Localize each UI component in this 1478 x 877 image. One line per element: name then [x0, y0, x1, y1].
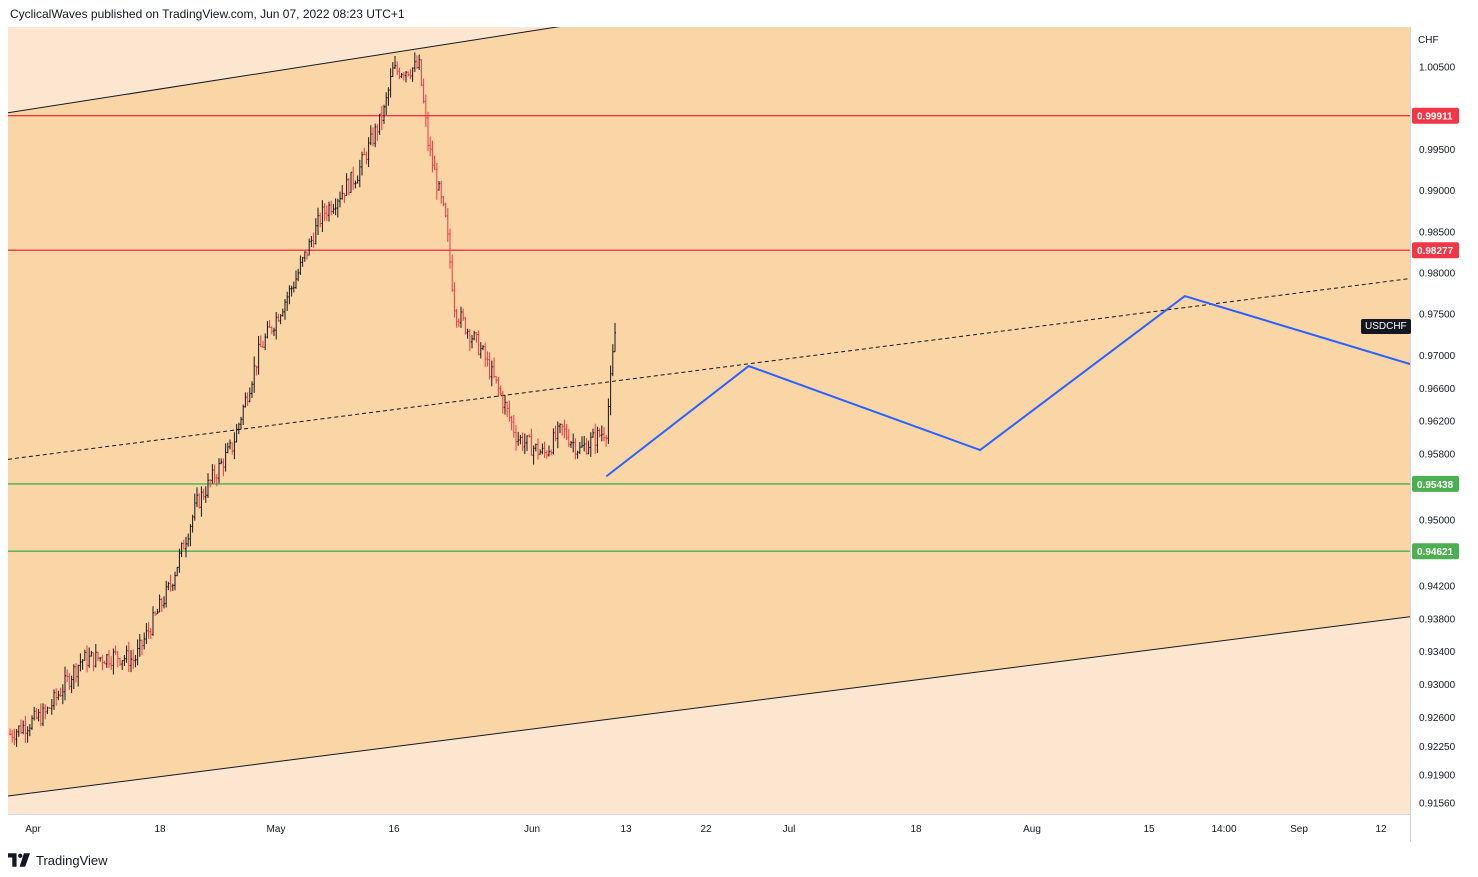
chart-plot-area[interactable] — [8, 27, 1410, 814]
x-tick-label: Apr — [25, 824, 41, 835]
y-tick-label: 0.93000 — [1419, 680, 1456, 691]
level-price-badge — [1412, 475, 1459, 492]
level-price-badge — [1412, 543, 1459, 560]
symbol-label: USDCHF — [1361, 319, 1411, 334]
y-tick-label: 0.98500 — [1419, 227, 1456, 238]
y-tick-label: 0.93400 — [1419, 647, 1456, 658]
footer-brand[interactable]: TradingView — [8, 850, 108, 870]
y-tick-label: 0.98000 — [1419, 269, 1456, 280]
x-tick-label: 12 — [1375, 824, 1387, 835]
channel-fill — [8, 27, 1410, 797]
y-tick-label: 0.96200 — [1419, 417, 1456, 428]
x-tick-label: Aug — [1023, 824, 1041, 835]
level-price-badge — [1412, 242, 1459, 259]
y-tick-label: 0.99000 — [1419, 186, 1456, 197]
x-tick-label: 13 — [620, 824, 632, 835]
y-tick-label: 0.95800 — [1419, 450, 1456, 461]
y-tick-label: 0.96600 — [1419, 384, 1456, 395]
price-axis[interactable]: CHF 1.00500 0.99500 0.99000 0.98500 0.98000 0.… — [1410, 27, 1470, 814]
channel-lower-line — [8, 616, 1410, 797]
level-price-label: 0.99911 — [1417, 112, 1453, 123]
x-tick-label: 18 — [154, 824, 166, 835]
level-price-label: 0.94621 — [1417, 547, 1454, 558]
level-price-badge — [1412, 107, 1459, 124]
level-price-label: 0.95438 — [1417, 480, 1454, 491]
channel-upper-line — [8, 27, 560, 114]
x-tick-label: 14:00 — [1211, 824, 1236, 835]
y-tick-label: 0.99500 — [1419, 145, 1456, 156]
x-tick-label: 16 — [388, 824, 400, 835]
time-axis[interactable]: Apr 18 May 16 Jun 13 22 Jul 18 Aug 15 14:00 Sep 12 — [8, 814, 1410, 843]
y-tick-label: 0.92600 — [1419, 713, 1456, 724]
candles — [9, 52, 616, 747]
brand-name: TradingView — [36, 852, 108, 868]
y-tick-label: 0.92250 — [1419, 742, 1456, 753]
y-tick-label: 0.91900 — [1419, 771, 1456, 782]
y-tick-label: 1.00500 — [1419, 63, 1456, 74]
currency-label: CHF — [1418, 35, 1439, 46]
axis-divider — [1410, 27, 1411, 842]
x-tick-label: Jul — [783, 824, 796, 835]
tradingview-logo-icon — [8, 853, 30, 867]
y-tick-label: 0.97000 — [1419, 351, 1456, 362]
channel-midline — [8, 278, 1410, 460]
x-tick-label: Jun — [524, 824, 540, 835]
y-tick-label: 0.97500 — [1419, 310, 1456, 321]
price-axis-canvas: CHF 1.00500 0.99500 0.99000 0.98500 0.98000 0.… — [1412, 35, 1459, 810]
x-tick-label: Sep — [1290, 824, 1308, 835]
top-bar: CyclicalWaves published on TradingView.c… — [0, 0, 1478, 26]
x-tick-label: 15 — [1143, 824, 1155, 835]
level-price-label: 0.98277 — [1417, 246, 1454, 257]
x-tick-label: 18 — [910, 824, 922, 835]
chart-canvas[interactable] — [8, 27, 1410, 814]
y-tick-label: 0.94200 — [1419, 581, 1456, 592]
projection-path — [605, 294, 1410, 478]
x-tick-label: 22 — [700, 824, 712, 835]
y-tick-label: 0.93800 — [1419, 614, 1456, 625]
y-tick-label: 0.91560 — [1419, 799, 1456, 810]
publisher-caption: CyclicalWaves published on TradingView.c… — [10, 7, 405, 21]
x-tick-label: May — [267, 824, 286, 835]
y-tick-label: 0.95000 — [1419, 515, 1456, 526]
time-axis-canvas: Apr 18 May 16 Jun 13 22 Jul 18 Aug 15 14:00 Sep 12 — [25, 824, 1387, 835]
